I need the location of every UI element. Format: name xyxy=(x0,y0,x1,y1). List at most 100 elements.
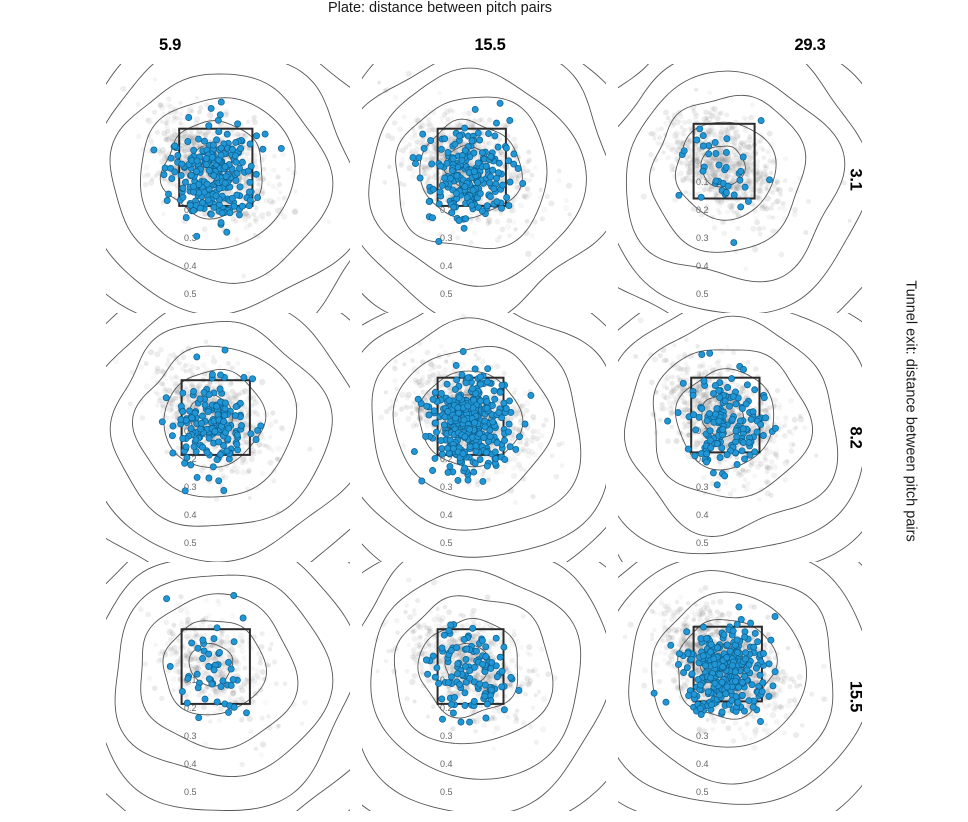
contour-label: 0.1 xyxy=(696,177,709,187)
data-point xyxy=(464,374,472,382)
data-point xyxy=(439,715,446,723)
data-point xyxy=(483,202,491,210)
data-point xyxy=(737,203,745,211)
data-point xyxy=(502,405,510,412)
data-point xyxy=(718,678,726,686)
data-point xyxy=(212,192,220,200)
data-point xyxy=(238,158,246,166)
data-point xyxy=(416,174,424,182)
data-point xyxy=(199,655,207,662)
data-point xyxy=(683,664,691,672)
data-point xyxy=(445,396,453,404)
contour-label: 0.3 xyxy=(696,233,709,243)
data-point xyxy=(191,409,199,417)
data-point xyxy=(202,155,210,162)
panel-r1-c0: 0.10.20.30.40.5 xyxy=(106,313,350,562)
data-point xyxy=(505,420,513,428)
panel-plot: 0.10.20.30.40.5 xyxy=(106,562,350,811)
data-point xyxy=(203,180,211,188)
contour-label: 0.3 xyxy=(440,482,453,492)
data-point xyxy=(485,130,492,138)
data-point xyxy=(664,417,672,425)
data-point xyxy=(448,700,455,708)
data-point xyxy=(700,377,708,385)
data-point xyxy=(732,427,740,435)
data-point xyxy=(169,449,177,457)
panel-plot: 0.10.20.30.40.5 xyxy=(362,313,606,562)
data-point xyxy=(466,674,474,682)
data-point xyxy=(491,132,499,140)
data-point xyxy=(448,167,456,175)
data-point xyxy=(216,111,224,119)
data-point xyxy=(468,137,476,145)
data-point xyxy=(217,219,225,227)
data-point xyxy=(461,183,469,191)
contour-label: 0.3 xyxy=(696,482,709,492)
data-point xyxy=(650,689,658,697)
data-point xyxy=(232,177,240,184)
contour-line xyxy=(106,313,350,562)
data-point xyxy=(205,434,213,442)
panel-plot: 0.10.20.30.40.5 xyxy=(106,313,350,562)
data-point xyxy=(437,390,445,397)
data-point xyxy=(675,191,683,199)
data-point xyxy=(441,174,449,182)
data-point xyxy=(756,671,764,679)
contour-line xyxy=(649,94,807,253)
data-point xyxy=(482,448,490,456)
data-point xyxy=(765,660,773,668)
data-point xyxy=(494,143,502,151)
data-point xyxy=(431,419,439,427)
data-point xyxy=(506,178,514,186)
contour-line xyxy=(139,97,296,251)
data-point xyxy=(471,105,479,113)
data-point xyxy=(488,659,496,667)
data-point xyxy=(171,142,179,150)
data-point xyxy=(746,451,754,459)
data-point xyxy=(721,397,729,405)
data-point xyxy=(741,183,749,191)
data-point xyxy=(239,614,247,622)
data-point xyxy=(443,159,451,167)
data-point xyxy=(466,718,473,726)
data-point xyxy=(747,415,755,423)
data-point xyxy=(747,619,755,627)
data-point xyxy=(726,647,734,655)
data-point xyxy=(203,449,211,457)
data-point xyxy=(690,690,698,698)
data-point xyxy=(217,371,224,379)
highlight-point-cloud xyxy=(409,99,527,245)
data-point xyxy=(217,151,225,159)
data-point xyxy=(229,676,237,684)
contour-label: 0.1 xyxy=(696,426,709,436)
data-point xyxy=(216,649,223,656)
data-point xyxy=(493,673,501,681)
data-point xyxy=(230,592,238,599)
data-point xyxy=(193,157,201,165)
data-point xyxy=(427,137,435,145)
data-point xyxy=(496,388,504,396)
data-point xyxy=(193,353,201,361)
data-point xyxy=(197,425,205,433)
data-point xyxy=(703,417,711,425)
data-point xyxy=(495,409,503,417)
data-point xyxy=(425,411,433,419)
data-point xyxy=(705,150,713,158)
data-point xyxy=(429,185,437,193)
data-point xyxy=(468,201,476,209)
data-point xyxy=(703,634,711,642)
data-point xyxy=(471,419,479,427)
data-point xyxy=(699,132,707,140)
data-point xyxy=(766,176,773,184)
panel-plot: 0.10.20.30.40.5 xyxy=(618,313,862,562)
data-point xyxy=(254,426,262,434)
data-point xyxy=(243,709,250,717)
data-point xyxy=(749,408,757,416)
data-point xyxy=(227,681,235,689)
data-point xyxy=(735,603,743,611)
panel-plot: 0.10.20.30.40.5 xyxy=(618,64,862,313)
data-point xyxy=(726,402,733,410)
data-point xyxy=(431,388,439,396)
data-point xyxy=(464,402,472,410)
data-point xyxy=(444,468,452,476)
